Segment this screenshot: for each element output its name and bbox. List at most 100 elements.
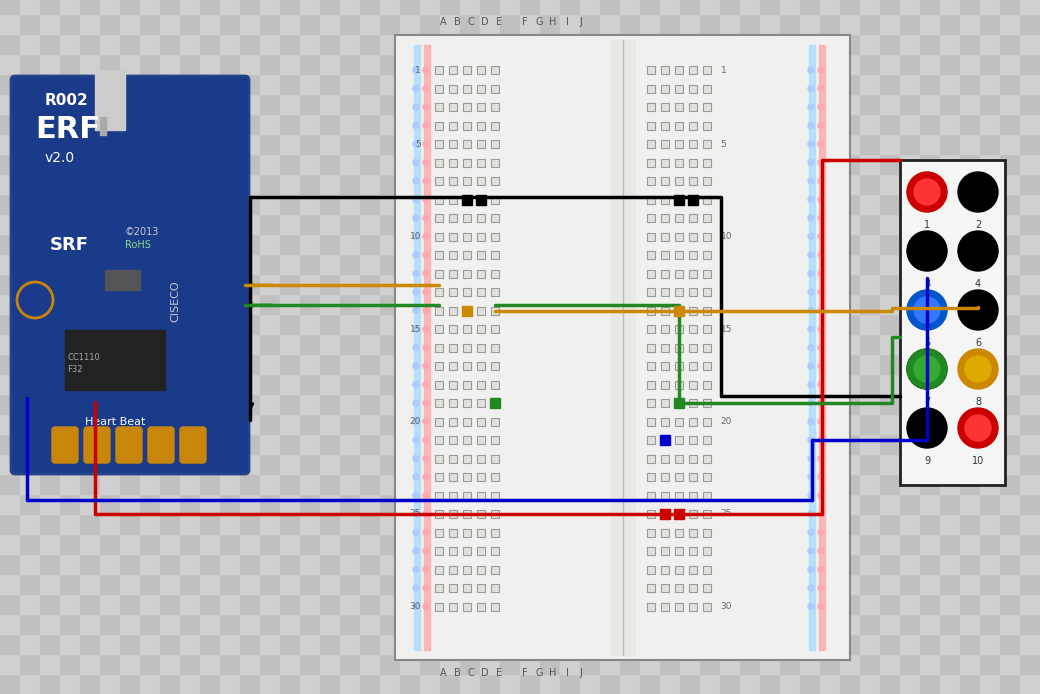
Bar: [980, 54, 1000, 74]
Bar: [320, 614, 340, 634]
Text: 30: 30: [721, 602, 732, 611]
Bar: [200, 154, 220, 174]
Bar: [477, 85, 485, 92]
Bar: [620, 554, 640, 574]
Bar: [560, 374, 580, 394]
Text: 10: 10: [721, 232, 732, 241]
Bar: [0, 474, 20, 494]
Bar: [680, 354, 700, 374]
Circle shape: [423, 178, 430, 184]
Bar: [40, 194, 60, 214]
Bar: [500, 434, 520, 454]
Bar: [580, 294, 600, 314]
Bar: [700, 534, 720, 554]
Bar: [0, 654, 20, 674]
Bar: [760, 194, 780, 214]
Bar: [320, 54, 340, 74]
Bar: [1020, 454, 1040, 474]
Bar: [675, 103, 682, 111]
Bar: [900, 374, 920, 394]
Bar: [360, 74, 380, 94]
Bar: [320, 274, 340, 294]
Bar: [720, 314, 740, 334]
Bar: [500, 514, 520, 534]
Bar: [920, 314, 940, 334]
Bar: [20, 334, 40, 354]
Bar: [560, 654, 580, 674]
Bar: [688, 344, 697, 351]
Bar: [520, 434, 540, 454]
Bar: [400, 674, 420, 694]
Bar: [140, 14, 160, 34]
Bar: [860, 54, 880, 74]
Circle shape: [818, 437, 824, 443]
Bar: [1020, 334, 1040, 354]
Bar: [1020, 314, 1040, 334]
Bar: [20, 34, 40, 54]
Bar: [540, 494, 560, 514]
Bar: [820, 554, 840, 574]
Bar: [702, 158, 710, 167]
Bar: [280, 274, 300, 294]
Bar: [675, 455, 682, 462]
Bar: [340, 34, 360, 54]
Bar: [40, 634, 60, 654]
Bar: [491, 418, 499, 425]
Bar: [360, 574, 380, 594]
Circle shape: [818, 289, 824, 295]
Bar: [610, 40, 634, 655]
Bar: [702, 85, 710, 92]
Text: F32: F32: [67, 365, 82, 374]
Circle shape: [808, 307, 814, 314]
Bar: [880, 634, 900, 654]
Bar: [380, 294, 400, 314]
Bar: [120, 74, 140, 94]
Bar: [560, 274, 580, 294]
Circle shape: [818, 326, 824, 332]
Bar: [560, 94, 580, 114]
Bar: [860, 574, 880, 594]
Bar: [860, 534, 880, 554]
Bar: [477, 325, 485, 333]
Bar: [477, 177, 485, 185]
Bar: [449, 510, 457, 518]
Bar: [60, 454, 80, 474]
Bar: [220, 514, 240, 534]
Bar: [540, 634, 560, 654]
Circle shape: [423, 215, 430, 221]
Bar: [220, 474, 240, 494]
Bar: [240, 174, 260, 194]
Bar: [647, 288, 654, 296]
Bar: [780, 14, 800, 34]
Bar: [688, 473, 697, 481]
Bar: [647, 473, 654, 481]
Bar: [460, 354, 480, 374]
Bar: [480, 634, 500, 654]
Bar: [800, 394, 820, 414]
Bar: [1000, 134, 1020, 154]
Bar: [702, 214, 710, 222]
Bar: [460, 194, 480, 214]
Bar: [120, 134, 140, 154]
Bar: [680, 154, 700, 174]
Bar: [380, 394, 400, 414]
Bar: [740, 234, 760, 254]
Bar: [400, 534, 420, 554]
Bar: [360, 554, 380, 574]
Circle shape: [907, 408, 947, 448]
Bar: [260, 454, 280, 474]
Bar: [280, 94, 300, 114]
Bar: [480, 234, 500, 254]
Bar: [940, 594, 960, 614]
Bar: [340, 574, 360, 594]
Circle shape: [808, 474, 814, 480]
Bar: [640, 74, 660, 94]
Bar: [340, 14, 360, 34]
Bar: [702, 196, 710, 203]
Bar: [0, 314, 20, 334]
Bar: [900, 0, 920, 14]
Bar: [780, 114, 800, 134]
Bar: [280, 14, 300, 34]
Bar: [820, 654, 840, 674]
Bar: [300, 254, 320, 274]
